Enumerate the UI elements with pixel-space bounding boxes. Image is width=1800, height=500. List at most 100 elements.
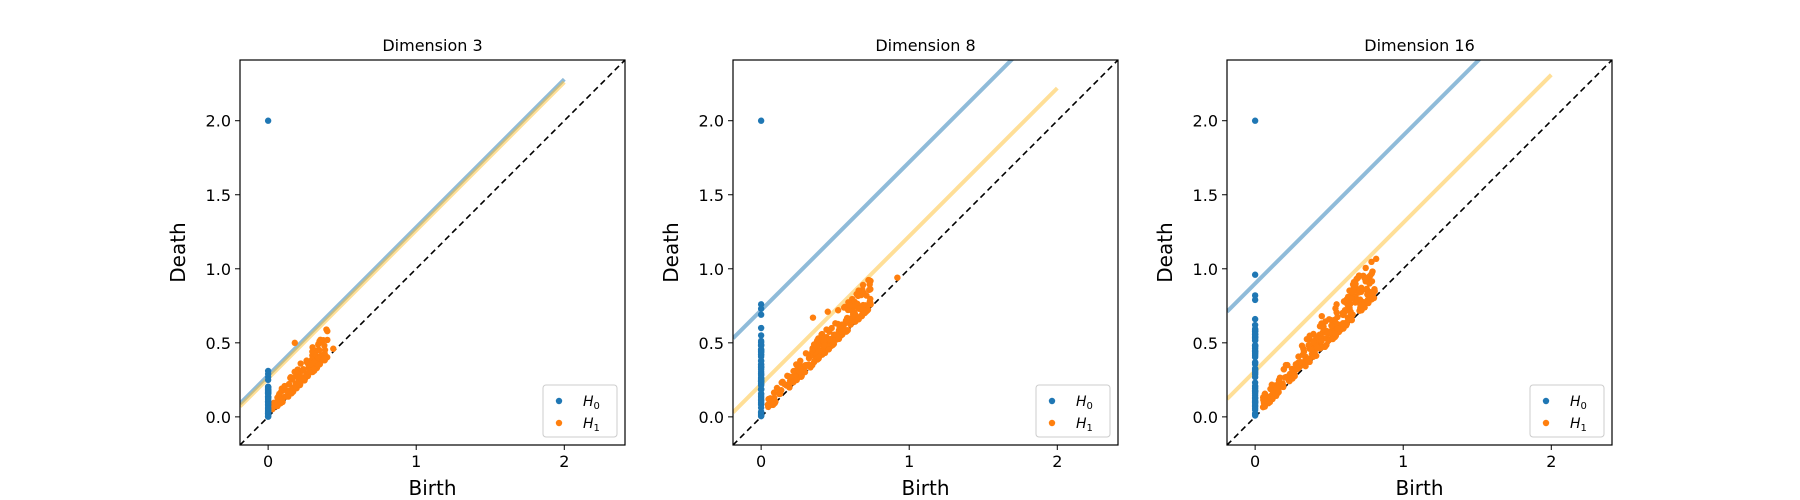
h1-point <box>832 320 839 327</box>
h1-point <box>790 367 797 375</box>
h1-point <box>1368 258 1375 266</box>
h1-point <box>821 334 828 342</box>
h1-point <box>894 274 901 281</box>
y-tick-label: 1.0 <box>206 260 231 279</box>
x-tick-label: 0 <box>263 452 273 471</box>
h1-point <box>315 346 322 353</box>
h0-point <box>1251 292 1259 299</box>
confidence-line-h0 <box>1227 60 1482 314</box>
legend-marker-h1 <box>555 419 563 427</box>
h1-point <box>321 342 328 349</box>
y-tick-label: 0.5 <box>699 334 724 353</box>
h1-point <box>1291 371 1298 378</box>
h0-point <box>264 405 272 412</box>
h1-point <box>288 390 295 397</box>
h1-point <box>839 325 846 332</box>
h0-point <box>1251 349 1259 357</box>
x-axis-label: Birth <box>901 476 949 500</box>
h1-point <box>826 328 833 335</box>
legend-box <box>542 384 618 438</box>
h1-point <box>855 316 862 323</box>
chart-panel-3: Dimension 16 0 1 2 0.0 0.5 1.0 1.5 2.0 Birth Death… <box>1153 36 1613 500</box>
h0-point <box>757 397 765 404</box>
y-tick-label: 2.0 <box>206 112 231 131</box>
h1-point <box>1333 301 1340 308</box>
h1-point <box>1261 403 1268 410</box>
chart-title: Dimension 8 <box>875 36 975 55</box>
h1-point <box>300 366 307 373</box>
h0-point <box>264 413 272 420</box>
h1-point <box>813 342 820 349</box>
x-tick-label: 0 <box>756 452 766 471</box>
h0-point <box>1251 331 1259 338</box>
h1-point <box>1365 273 1373 280</box>
h1-point <box>1274 384 1281 391</box>
h1-point <box>297 378 304 386</box>
h1-point <box>865 277 873 284</box>
h1-point <box>1346 304 1353 312</box>
y-tick-label: 0.5 <box>206 334 231 353</box>
h1-point <box>855 305 863 312</box>
h1-point <box>786 381 793 388</box>
h1-point <box>1267 385 1274 393</box>
h0-point <box>1251 394 1259 402</box>
h1-point <box>796 367 804 375</box>
confidence-line-h1 <box>1227 73 1553 401</box>
h0-point <box>1251 399 1259 406</box>
h1-point <box>1348 295 1355 302</box>
h1-point <box>854 300 861 308</box>
h0-point <box>1251 411 1259 419</box>
h1-point <box>1299 351 1307 358</box>
confidence-line-h0 <box>240 77 566 405</box>
h0-point <box>757 117 765 124</box>
y-tick-label: 1.5 <box>699 186 724 205</box>
h0-point <box>264 390 272 397</box>
h0-point <box>1251 321 1259 329</box>
h1-point <box>824 308 831 315</box>
h1-point <box>793 376 800 384</box>
h1-point <box>321 355 328 363</box>
h1-point <box>1364 296 1372 304</box>
h1-point <box>1328 322 1335 329</box>
confidence-line-h0 <box>733 60 1015 340</box>
h1-point <box>1303 335 1311 343</box>
legend-subscript: 1 <box>594 423 600 434</box>
plot-area <box>240 60 625 445</box>
h1-point <box>330 345 337 352</box>
h0-point <box>757 349 765 356</box>
h1-point <box>1276 374 1284 381</box>
h1-point <box>815 353 823 361</box>
h1-point <box>1302 362 1309 370</box>
h0-point <box>264 376 272 384</box>
legend-marker-h1 <box>1542 419 1550 427</box>
chart-panel-1: Dimension 3 0 1 2 0.0 0.5 1.0 1.5 2.0 Birth Death H… <box>166 36 626 500</box>
h1-point <box>1339 311 1347 319</box>
h1-point <box>853 290 860 298</box>
h1-point <box>288 376 296 383</box>
h1-point <box>867 301 874 308</box>
h0-point <box>1251 373 1259 381</box>
y-tick-label: 0.5 <box>1193 334 1218 353</box>
x-axis-label: Birth <box>408 476 456 500</box>
h1-point <box>826 336 834 343</box>
h1-point <box>1329 335 1337 343</box>
h1-point <box>1340 298 1348 305</box>
h1-point <box>309 344 316 351</box>
x-tick-label: 1 <box>1398 452 1408 471</box>
legend-subscript: 0 <box>1581 401 1587 412</box>
plot-area <box>1227 60 1612 445</box>
h1-point <box>303 357 310 364</box>
h1-point <box>859 281 867 289</box>
h0-point <box>1251 387 1259 395</box>
h1-point <box>825 346 832 353</box>
y-tick-label: 1.0 <box>1193 260 1218 279</box>
h1-point <box>1362 264 1369 272</box>
y-axis-label: Death <box>659 222 683 282</box>
h0-point <box>264 117 272 124</box>
h1-point <box>291 339 298 347</box>
h0-point <box>757 412 765 420</box>
h1-point <box>765 395 772 403</box>
h1-point <box>861 309 869 317</box>
y-axis-label: Death <box>1153 222 1177 282</box>
legend-marker-h0 <box>555 397 563 405</box>
